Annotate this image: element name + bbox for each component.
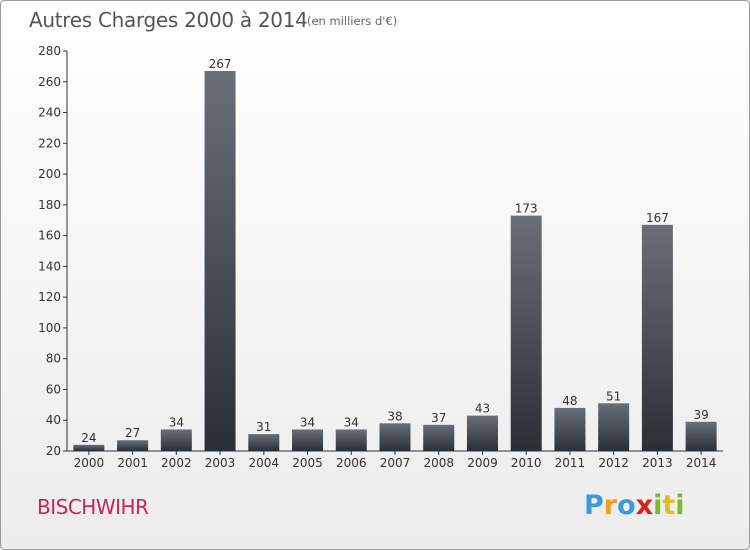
bar-value-label: 43 xyxy=(475,402,490,416)
x-tick-label: 2003 xyxy=(205,456,236,470)
x-tick-label: 2001 xyxy=(117,456,148,470)
logo-letter: i xyxy=(675,490,685,521)
bar-value-label: 167 xyxy=(646,211,669,225)
city-name: BISCHWIHR xyxy=(37,495,149,519)
x-tick-label: 2004 xyxy=(249,456,280,470)
bar-value-label: 34 xyxy=(300,415,315,429)
bar-value-label: 267 xyxy=(209,57,232,71)
bar-value-label: 34 xyxy=(169,415,184,429)
x-tick-label: 2000 xyxy=(74,456,105,470)
bar xyxy=(379,423,411,451)
x-tick-label: 2006 xyxy=(336,456,367,470)
x-tick-label: 2009 xyxy=(467,456,498,470)
x-tick-label: 2002 xyxy=(161,456,192,470)
y-tick-label: 220 xyxy=(38,136,61,150)
proxiti-logo: Proxiti xyxy=(584,490,685,521)
bar-value-label: 51 xyxy=(606,389,621,403)
x-tick-label: 2012 xyxy=(598,456,629,470)
logo-letter: i xyxy=(653,490,663,521)
bar-value-label: 34 xyxy=(344,415,359,429)
bar-value-label: 48 xyxy=(562,394,577,408)
x-tick-label: 2014 xyxy=(686,456,717,470)
bar-value-label: 24 xyxy=(81,431,96,445)
x-tick-label: 2011 xyxy=(555,456,586,470)
bar xyxy=(73,444,105,451)
bar xyxy=(292,429,324,451)
bar xyxy=(510,215,542,451)
bar xyxy=(248,434,280,451)
bar xyxy=(117,440,149,451)
bar-value-label: 173 xyxy=(515,202,538,216)
bar xyxy=(598,403,630,451)
y-tick-label: 280 xyxy=(38,44,61,58)
y-tick-label: 20 xyxy=(46,444,61,458)
bar-value-label: 38 xyxy=(387,409,402,423)
bar xyxy=(160,429,192,451)
y-tick-label: 60 xyxy=(46,382,61,396)
bar xyxy=(204,71,236,451)
bar-value-label: 37 xyxy=(431,411,446,425)
x-tick-label: 2005 xyxy=(292,456,323,470)
bar-value-label: 27 xyxy=(125,426,140,440)
chart-subtitle: (en milliers d'€) xyxy=(307,14,398,28)
bar xyxy=(466,415,498,451)
logo-letter: P xyxy=(584,490,604,521)
x-tick-label: 2013 xyxy=(642,456,673,470)
x-tick-label: 2010 xyxy=(511,456,542,470)
bar xyxy=(685,421,717,451)
bar xyxy=(641,224,673,451)
logo-letter: t xyxy=(662,490,676,521)
y-tick-label: 200 xyxy=(38,167,61,181)
bar-value-label: 31 xyxy=(256,420,271,434)
y-tick-label: 80 xyxy=(46,352,61,366)
y-tick-label: 240 xyxy=(38,106,61,120)
y-tick-label: 180 xyxy=(38,198,61,212)
bar xyxy=(423,424,455,451)
bar xyxy=(335,429,367,451)
y-tick-label: 260 xyxy=(38,75,61,89)
logo-letter: r xyxy=(603,490,618,521)
x-tick-label: 2008 xyxy=(423,456,454,470)
bar-value-label: 39 xyxy=(693,408,708,422)
y-tick-label: 140 xyxy=(38,259,61,273)
y-tick-label: 100 xyxy=(38,321,61,335)
logo-letter: x xyxy=(635,490,654,521)
x-tick-label: 2007 xyxy=(380,456,411,470)
chart-title: Autres Charges 2000 à 2014 xyxy=(29,8,308,32)
y-tick-label: 160 xyxy=(38,229,61,243)
y-tick-label: 40 xyxy=(46,413,61,427)
bar xyxy=(554,407,586,451)
logo-letter: o xyxy=(617,490,636,521)
y-tick-label: 120 xyxy=(38,290,61,304)
